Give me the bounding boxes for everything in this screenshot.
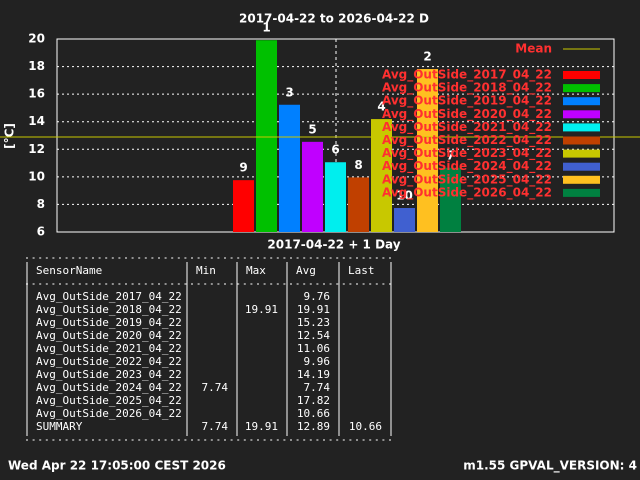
table-cell: 19.91 (297, 303, 330, 316)
legend-swatch (563, 71, 600, 79)
bar (256, 40, 277, 232)
legend-label: Avg_OutSide_2018_04_22 (382, 81, 552, 96)
table-cell: 10.66 (297, 407, 330, 420)
table-cell: 19.91 (245, 420, 278, 433)
y-tick-label: 8 (37, 197, 45, 211)
rank-label: 2 (423, 50, 431, 64)
legend-label: Avg_OutSide_2025_04_22 (382, 172, 552, 187)
bar (279, 104, 300, 232)
legend-label: Avg_OutSide_2020_04_22 (382, 107, 552, 122)
table-cell: Avg_OutSide_2019_04_22 (36, 316, 182, 329)
table-cell: 11.06 (297, 342, 330, 355)
table-header: Last (348, 264, 375, 277)
rank-label: 3 (285, 85, 293, 99)
y-tick-label: 6 (37, 225, 45, 239)
table-cell: Avg_OutSide_2021_04_22 (36, 342, 182, 355)
y-tick-label: 20 (28, 32, 45, 46)
footer-left: Wed Apr 22 17:05:00 CEST 2026 (8, 459, 226, 473)
table-cell: Avg_OutSide_2025_04_22 (36, 394, 182, 407)
table-title: 2017-04-22 + 1 Day (267, 238, 400, 252)
bar (417, 69, 438, 232)
rank-label: 1 (262, 21, 270, 35)
legend-swatch (563, 149, 600, 158)
bar (233, 180, 254, 232)
legend-label: Mean (515, 42, 552, 56)
bar (371, 119, 392, 232)
table-header: Avg (296, 264, 316, 277)
table-cell: 7.74 (202, 381, 229, 394)
bar (440, 167, 461, 232)
legend-label: Avg_OutSide_2023_04_22 (382, 146, 552, 161)
legend-swatch (563, 84, 600, 93)
legend-swatch (563, 97, 600, 106)
bar (394, 208, 415, 232)
y-tick-label: 18 (28, 59, 45, 73)
legend-swatch (563, 123, 600, 132)
rank-label: 4 (377, 100, 385, 114)
table-cell: Avg_OutSide_2018_04_22 (36, 303, 182, 316)
table-cell: 9.96 (304, 355, 331, 368)
y-tick-label: 16 (28, 87, 45, 101)
rank-label: 8 (354, 158, 362, 172)
table-cell: Avg_OutSide_2026_04_22 (36, 407, 182, 420)
bar (302, 141, 323, 232)
legend-label: Avg_OutSide_2022_04_22 (382, 133, 552, 148)
legend-swatch (563, 175, 600, 184)
rank-label: 6 (331, 143, 339, 157)
table-cell: 19.91 (245, 303, 278, 316)
table-cell: 12.89 (297, 420, 330, 433)
legend-label: Avg_OutSide_2021_04_22 (382, 120, 552, 135)
table-header: SensorName (36, 264, 102, 277)
legend-swatch (563, 188, 600, 197)
table-cell: Avg_OutSide_2020_04_22 (36, 329, 182, 342)
table-cell: 14.19 (297, 368, 330, 381)
table-cell: Avg_OutSide_2022_04_22 (36, 355, 182, 368)
rank-label: 10 (396, 189, 413, 203)
table-header: Min (196, 264, 216, 277)
bar (325, 162, 346, 232)
y-tick-label: 10 (28, 169, 45, 183)
table-cell: Avg_OutSide_2023_04_22 (36, 368, 182, 381)
table-cell: 17.82 (297, 394, 330, 407)
table-cell: 7.74 (304, 381, 331, 394)
legend-label: Avg_OutSide_2019_04_22 (382, 94, 552, 109)
legend-swatch (563, 136, 600, 145)
bar (348, 177, 369, 232)
y-tick-label: 14 (28, 114, 45, 128)
chart-title: 2017-04-22 to 2026-04-22 D (239, 12, 429, 26)
legend-label: Avg_OutSide_2024_04_22 (382, 159, 552, 174)
footer-right: m1.55 GPVAL_VERSION: 4 (463, 459, 637, 474)
table-header: Max (246, 264, 266, 277)
rank-label: 5 (308, 122, 316, 136)
legend-swatch (563, 110, 600, 119)
rank-label: 9 (239, 161, 247, 175)
table-cell: 10.66 (349, 420, 382, 433)
table-cell: SUMMARY (36, 420, 83, 433)
table-cell: 9.76 (304, 290, 331, 303)
table-cell: 15.23 (297, 316, 330, 329)
table-cell: 7.74 (202, 420, 229, 433)
y-tick-label: 12 (28, 142, 45, 156)
legend-label: Avg_OutSide_2017_04_22 (382, 68, 552, 83)
legend-label: Avg_OutSide_2026_04_22 (382, 185, 552, 200)
legend-swatch (563, 162, 600, 171)
table-cell: 12.54 (297, 329, 330, 342)
table-cell: Avg_OutSide_2024_04_22 (36, 381, 182, 394)
y-axis-label: [°C] (3, 123, 17, 149)
rank-label: 7 (446, 148, 454, 162)
table-cell: Avg_OutSide_2017_04_22 (36, 290, 182, 303)
